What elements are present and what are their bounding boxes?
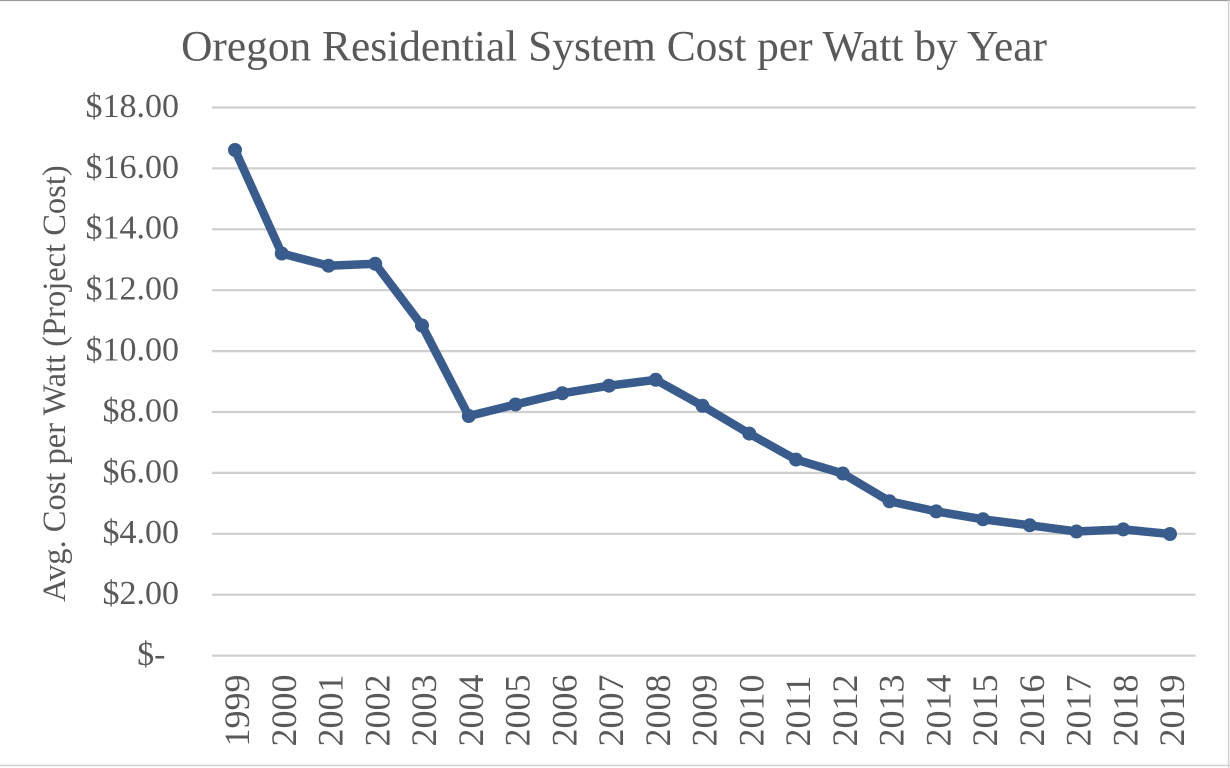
svg-text:2013: 2013 <box>872 675 912 747</box>
svg-text:2000: 2000 <box>264 675 304 747</box>
svg-text:$8.00: $8.00 <box>103 392 180 429</box>
svg-text:2007: 2007 <box>591 675 631 747</box>
svg-text:2009: 2009 <box>685 675 725 747</box>
svg-text:2010: 2010 <box>731 675 771 747</box>
svg-text:2018: 2018 <box>1105 675 1145 747</box>
svg-text:Oregon Residential System Cost: Oregon Residential System Cost per Watt … <box>181 23 1047 71</box>
svg-text:$-: $- <box>137 636 165 673</box>
svg-text:$18.00: $18.00 <box>86 88 180 125</box>
svg-text:$14.00: $14.00 <box>86 210 180 247</box>
svg-text:2017: 2017 <box>1059 675 1099 747</box>
svg-text:2019: 2019 <box>1152 675 1192 747</box>
svg-text:2014: 2014 <box>918 675 958 747</box>
svg-text:$6.00: $6.00 <box>103 453 180 490</box>
svg-text:2011: 2011 <box>778 676 818 747</box>
svg-text:2004: 2004 <box>451 675 491 747</box>
svg-text:$4.00: $4.00 <box>103 514 180 551</box>
svg-text:$2.00: $2.00 <box>103 575 180 612</box>
svg-text:2003: 2003 <box>404 675 444 747</box>
svg-text:2016: 2016 <box>1012 675 1052 747</box>
svg-text:2002: 2002 <box>357 675 397 747</box>
svg-text:2015: 2015 <box>965 675 1005 747</box>
svg-text:$12.00: $12.00 <box>86 271 180 308</box>
svg-text:$10.00: $10.00 <box>86 332 180 369</box>
svg-text:$16.00: $16.00 <box>86 149 180 186</box>
svg-text:2012: 2012 <box>825 675 865 747</box>
svg-text:2005: 2005 <box>498 675 538 747</box>
svg-text:2008: 2008 <box>638 675 678 747</box>
svg-text:2006: 2006 <box>544 675 584 747</box>
svg-text:2001: 2001 <box>311 675 351 747</box>
svg-text:Avg. Cost per Watt (Project Co: Avg. Cost per Watt (Project Cost) <box>37 165 73 602</box>
svg-text:1999: 1999 <box>217 675 257 747</box>
